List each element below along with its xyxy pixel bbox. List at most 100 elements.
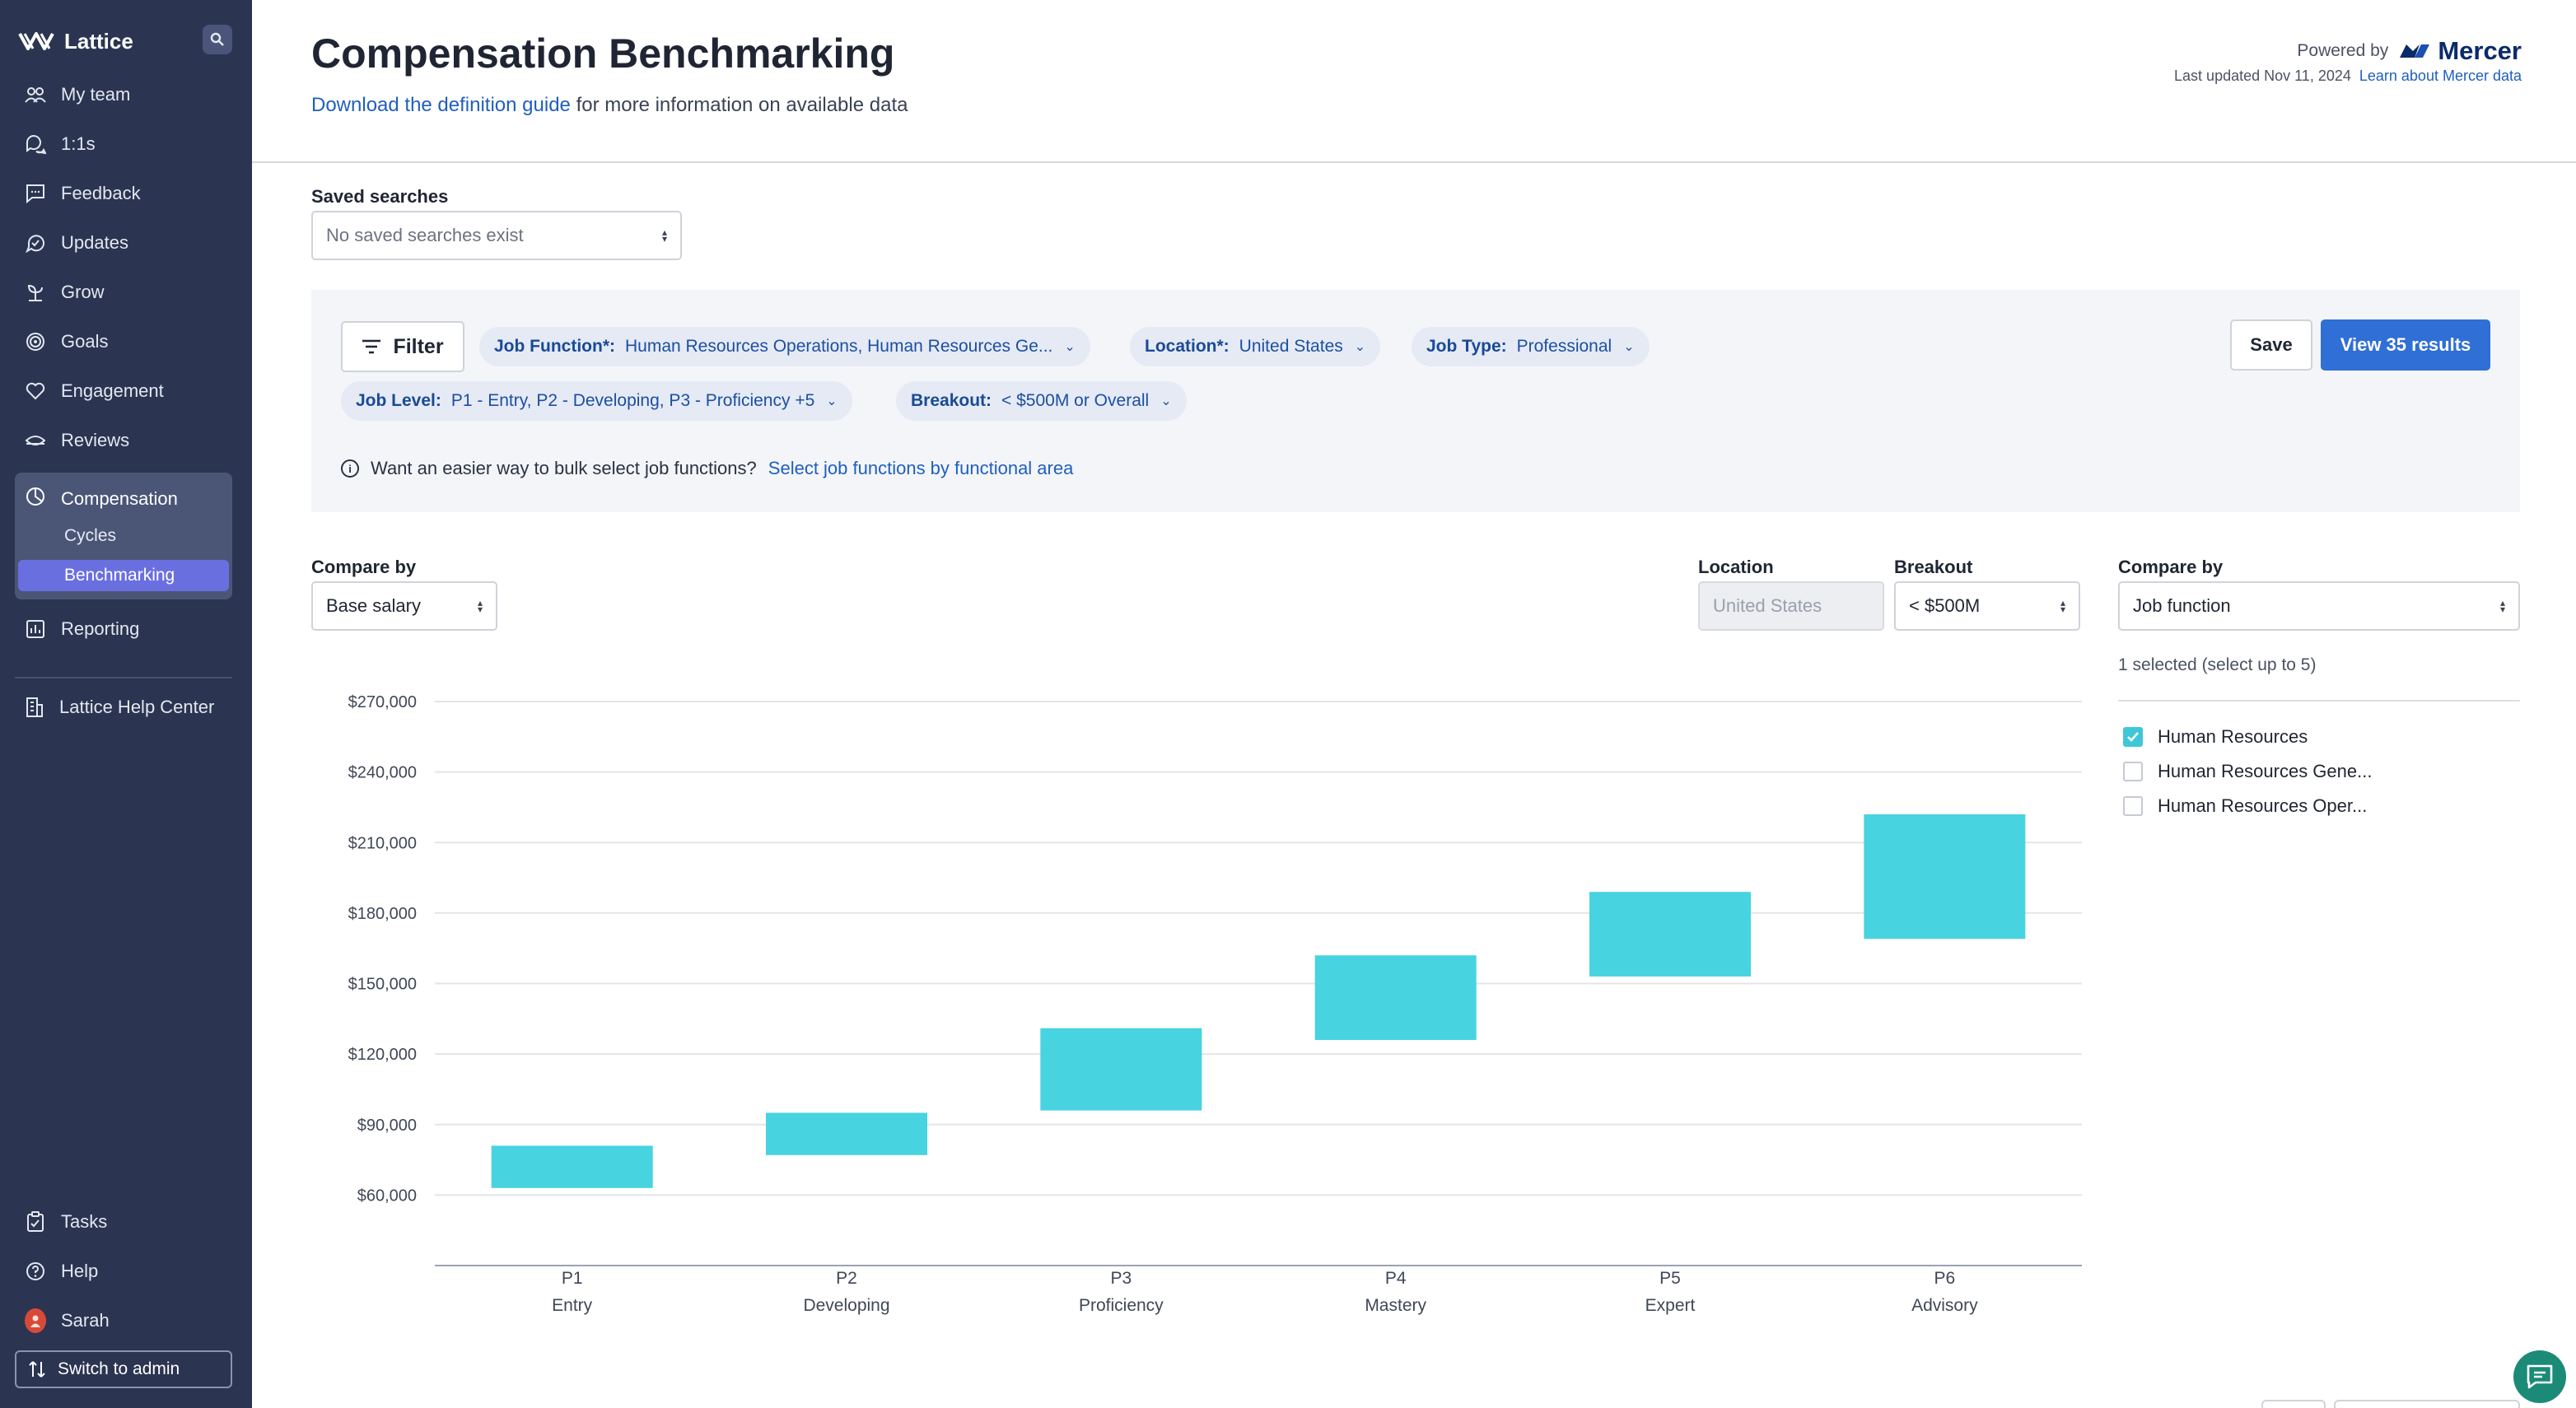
definition-guide-link[interactable]: Download the definition guide: [311, 94, 571, 116]
x-tick-code: P4: [1385, 1269, 1407, 1288]
compensation-icon: [25, 486, 46, 512]
chip-key: Job Level:: [356, 391, 441, 410]
sidebar-item-compensation[interactable]: Compensation: [25, 484, 178, 514]
x-tick-name: Advisory: [1911, 1296, 1978, 1315]
checkbox-checked[interactable]: [2123, 727, 2143, 747]
last-updated: Last updated Nov 11, 2024 Learn about Mer…: [2174, 68, 2522, 85]
sidebar-item-tasks[interactable]: Tasks: [25, 1205, 107, 1238]
sidebar-item-help[interactable]: Help: [25, 1255, 98, 1288]
compare-by-2-select[interactable]: Job function ▴ ▾: [2118, 581, 2520, 631]
sidebar-item-engagement[interactable]: Engagement: [25, 375, 164, 408]
select-arrows-icon: ▴ ▾: [2060, 597, 2065, 615]
filter-chip-breakout[interactable]: Breakout: < $500M or Overall ⌄: [896, 381, 1187, 421]
powered-by-label: Powered by: [2297, 41, 2389, 60]
heart-icon: [25, 380, 46, 402]
y-tick-label: $180,000: [348, 905, 417, 923]
sidebar-item-reporting[interactable]: Reporting: [25, 613, 139, 646]
breakout-select[interactable]: < $500M ▴ ▾: [1894, 581, 2080, 631]
location-label: Location: [1698, 557, 1774, 577]
sidebar-item-label: Help: [61, 1261, 99, 1281]
filter-chip-job-type[interactable]: Job Type: Professional ⌄: [1412, 327, 1650, 366]
chat-icon: [2527, 1364, 2553, 1389]
x-tick-code: P1: [562, 1269, 583, 1288]
filter-chip-location[interactable]: Location*: United States ⌄: [1130, 327, 1381, 366]
range-bar: [1040, 1028, 1202, 1111]
chevron-down-icon: ⌄: [1064, 340, 1076, 354]
learn-about-mercer-link[interactable]: Learn about Mercer data: [2359, 68, 2522, 84]
sidebar-item-help-center[interactable]: Lattice Help Center: [25, 695, 224, 725]
chip-value: < $500M or Overall: [1001, 391, 1150, 410]
filter-button[interactable]: Filter: [341, 321, 464, 372]
sidebar-item-profile[interactable]: Sarah: [25, 1304, 110, 1337]
filter-chip-job-level[interactable]: Job Level: P1 - Entry, P2 - Developing, …: [341, 381, 852, 421]
target-icon: [25, 331, 46, 352]
compare-by-label: Compare by: [311, 557, 417, 577]
brand-name: Lattice: [64, 28, 133, 54]
sidebar-item-1-1s[interactable]: 1:1s: [25, 128, 96, 161]
sidebar-subitem-benchmarking[interactable]: Benchmarking: [18, 560, 229, 591]
sidebar-item-reviews[interactable]: Reviews: [25, 424, 129, 457]
sidebar-item-label: Reporting: [61, 618, 140, 639]
brand[interactable]: Lattice: [18, 25, 133, 58]
location-field: United States: [1698, 581, 1884, 631]
x-tick-code: P5: [1659, 1269, 1681, 1288]
save-button[interactable]: Save: [2230, 319, 2312, 371]
saved-searches-select[interactable]: No saved searches exist ▴ ▾: [311, 211, 682, 260]
chevron-down-icon: ⌄: [1354, 340, 1366, 354]
clipboard-icon: [25, 1211, 46, 1233]
chip-value: Professional: [1516, 337, 1612, 356]
chip-value: P1 - Entry, P2 - Developing, P3 - Profic…: [450, 391, 815, 410]
benchmark-chart-svg: $60,000 $90,000 $120,000 $150,000 $180,000 $2…: [348, 693, 2082, 1315]
bar-chart-icon: [25, 618, 46, 640]
sidebar-item-label: Compensation: [61, 488, 178, 509]
x-tick-name: Entry: [552, 1296, 593, 1315]
pagination-button[interactable]: [2261, 1400, 2326, 1408]
filter-chip-job-function[interactable]: Job Function*: Human Resources Operation…: [479, 327, 1090, 366]
sidebar-search-button[interactable]: [203, 25, 232, 54]
y-tick-label: $60,000: [357, 1187, 417, 1205]
switch-to-admin-button[interactable]: Switch to admin: [15, 1350, 232, 1388]
chip-key: Breakout:: [911, 391, 992, 410]
bulk-select-hint: i Want an easier way to bulk select job …: [341, 458, 1073, 479]
benchmark-chart: $60,000 $90,000 $120,000 $150,000 $180,000 $2…: [311, 675, 2090, 1326]
lattice-logo-icon: [18, 32, 54, 50]
chip-key: Job Function*:: [494, 337, 615, 356]
sidebar-item-feedback[interactable]: Feedback: [25, 177, 141, 210]
selected-count: 1 selected (select up to 5): [2118, 655, 2317, 674]
sidebar-item-updates[interactable]: Updates: [25, 226, 128, 259]
option-label: Human Resources Gene...: [2158, 761, 2373, 781]
chat-support-button[interactable]: [2513, 1350, 2566, 1403]
sidebar-item-label: Goals: [61, 331, 109, 352]
sidebar-subitem-cycles[interactable]: Cycles: [64, 526, 117, 545]
y-tick-label: $240,000: [348, 764, 417, 782]
select-arrows-icon: ▴ ▾: [2499, 597, 2505, 615]
compare-by-2-value: Job function: [2133, 595, 2231, 616]
compare-by-select[interactable]: Base salary ▴ ▾: [311, 581, 497, 631]
x-tick-code: P6: [1934, 1269, 1955, 1288]
page-header: Compensation Benchmarking Download the d…: [252, 0, 2576, 163]
definition-guide-suffix: for more information on available data: [570, 94, 908, 116]
select-by-functional-area-link[interactable]: Select job functions by functional area: [768, 458, 1074, 478]
y-tick-label: $270,000: [348, 693, 417, 711]
option-label: Human Resources Oper...: [2158, 795, 2368, 816]
search-icon: [210, 32, 224, 46]
x-tick-code: P3: [1110, 1269, 1132, 1288]
option-human-resources-general[interactable]: Human Resources Gene...: [2123, 761, 2372, 782]
option-human-resources-operations[interactable]: Human Resources Oper...: [2123, 795, 2367, 817]
x-tick-code: P2: [836, 1269, 857, 1288]
checkbox[interactable]: [2123, 796, 2143, 816]
mercer-mark-icon: [2400, 44, 2430, 58]
powered-by: Powered by Mercer: [2297, 36, 2522, 66]
option-human-resources[interactable]: Human Resources: [2123, 726, 2308, 748]
view-results-button[interactable]: View 35 results: [2321, 319, 2490, 371]
x-tick-name: Mastery: [1365, 1296, 1426, 1315]
compare-by-value: Base salary: [326, 595, 421, 616]
sidebar-item-my-team[interactable]: My team: [25, 78, 130, 111]
page-size-select[interactable]: [2334, 1400, 2520, 1408]
feedback-icon: [25, 183, 46, 204]
sidebar-item-label: My team: [61, 84, 131, 105]
checkbox[interactable]: [2123, 762, 2143, 781]
page-title: Compensation Benchmarking: [311, 30, 895, 77]
sidebar-item-grow[interactable]: Grow: [25, 276, 105, 309]
sidebar-item-goals[interactable]: Goals: [25, 325, 108, 358]
